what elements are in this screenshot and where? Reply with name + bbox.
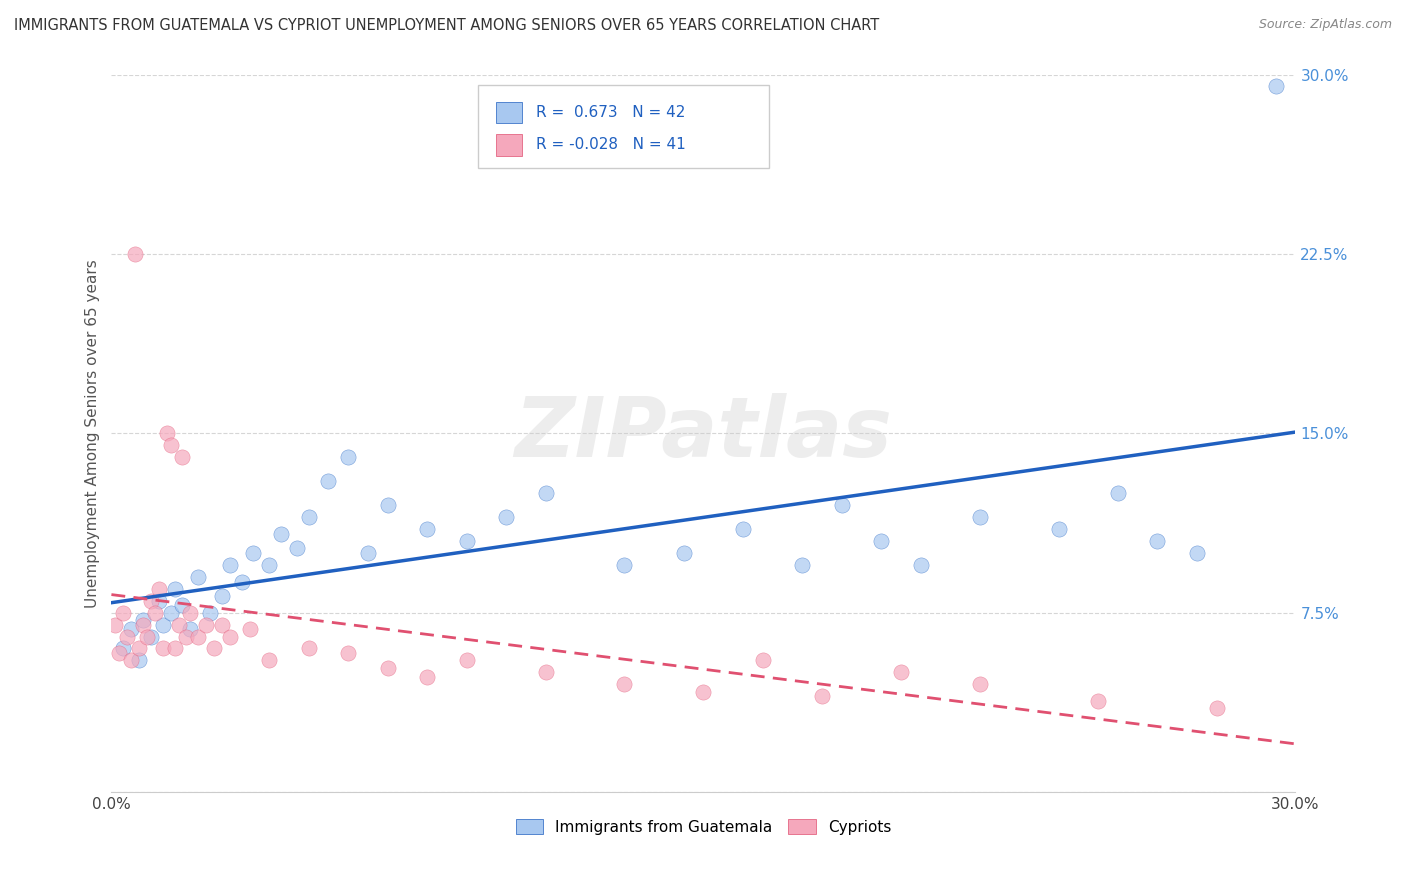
Point (416, 670, 439, 684)
Point (148, 582, 170, 596)
Point (104, 617, 127, 632)
Point (132, 613, 155, 627)
Point (128, 653, 150, 667)
Point (870, 533, 893, 548)
Point (1087, 694, 1109, 708)
Point (120, 623, 142, 637)
Text: Source: ZipAtlas.com: Source: ZipAtlas.com (1258, 18, 1392, 31)
Point (202, 641, 225, 656)
Point (1205, 701, 1227, 715)
Point (298, 641, 321, 656)
Point (831, 498, 853, 512)
Point (731, 522, 754, 536)
Point (176, 630, 198, 644)
Y-axis label: Unemployment Among Seniors over 65 years: Unemployment Among Seniors over 65 years (86, 259, 100, 607)
Point (152, 641, 174, 656)
Point (172, 450, 194, 465)
Bar (496, 134, 522, 155)
FancyBboxPatch shape (478, 86, 769, 168)
Point (298, 510, 321, 524)
Point (337, 646, 360, 660)
Point (1047, 522, 1070, 536)
Point (159, 438, 181, 452)
Bar (496, 102, 522, 123)
Point (318, 474, 340, 488)
Point (195, 617, 218, 632)
Point (456, 653, 478, 667)
Point (152, 617, 174, 632)
Point (1185, 546, 1208, 560)
Point (613, 558, 636, 572)
Point (163, 582, 186, 596)
Point (613, 677, 636, 691)
Point (1107, 486, 1129, 500)
Point (811, 690, 834, 704)
Point (270, 526, 292, 541)
Point (238, 623, 260, 637)
Point (139, 630, 162, 644)
Point (259, 558, 281, 572)
Point (218, 558, 240, 572)
Text: ZIPatlas: ZIPatlas (515, 392, 893, 474)
Point (357, 546, 380, 560)
Point (120, 653, 142, 667)
Point (112, 641, 135, 656)
Point (167, 617, 190, 632)
Point (156, 426, 179, 441)
Point (751, 653, 773, 667)
Point (456, 533, 478, 548)
Point (172, 599, 194, 613)
Text: R =  0.673   N = 42: R = 0.673 N = 42 (537, 105, 686, 120)
Point (534, 486, 557, 500)
Point (534, 665, 557, 680)
Point (136, 630, 159, 644)
Point (1264, 79, 1286, 94)
Point (231, 574, 253, 589)
Point (112, 606, 135, 620)
Point (242, 546, 264, 560)
Point (416, 522, 439, 536)
Text: IMMIGRANTS FROM GUATEMALA VS CYPRIOT UNEMPLOYMENT AMONG SENIORS OVER 65 YEARS CO: IMMIGRANTS FROM GUATEMALA VS CYPRIOT UNE… (14, 18, 879, 33)
Legend: Immigrants from Guatemala, Cypriots: Immigrants from Guatemala, Cypriots (516, 819, 891, 835)
Point (139, 593, 162, 607)
Text: R = -0.028   N = 41: R = -0.028 N = 41 (537, 137, 686, 153)
Point (108, 646, 131, 660)
Point (672, 546, 695, 560)
Point (143, 606, 166, 620)
Point (159, 606, 181, 620)
Point (132, 617, 155, 632)
Point (187, 570, 209, 584)
Point (128, 641, 150, 656)
Point (211, 617, 233, 632)
Point (115, 630, 138, 644)
Point (163, 641, 186, 656)
Point (337, 450, 360, 465)
Point (1146, 533, 1168, 548)
Point (969, 510, 991, 524)
Point (198, 606, 221, 620)
Point (692, 684, 714, 698)
Point (495, 510, 517, 524)
Point (285, 541, 308, 555)
Point (179, 623, 201, 637)
Point (377, 660, 399, 674)
Point (179, 606, 201, 620)
Point (969, 677, 991, 691)
Point (377, 498, 399, 512)
Point (218, 630, 240, 644)
Point (124, 247, 146, 261)
Point (890, 665, 912, 680)
Point (259, 653, 281, 667)
Point (790, 558, 813, 572)
Point (148, 593, 170, 607)
Point (187, 630, 209, 644)
Point (211, 589, 233, 603)
Point (910, 558, 932, 572)
